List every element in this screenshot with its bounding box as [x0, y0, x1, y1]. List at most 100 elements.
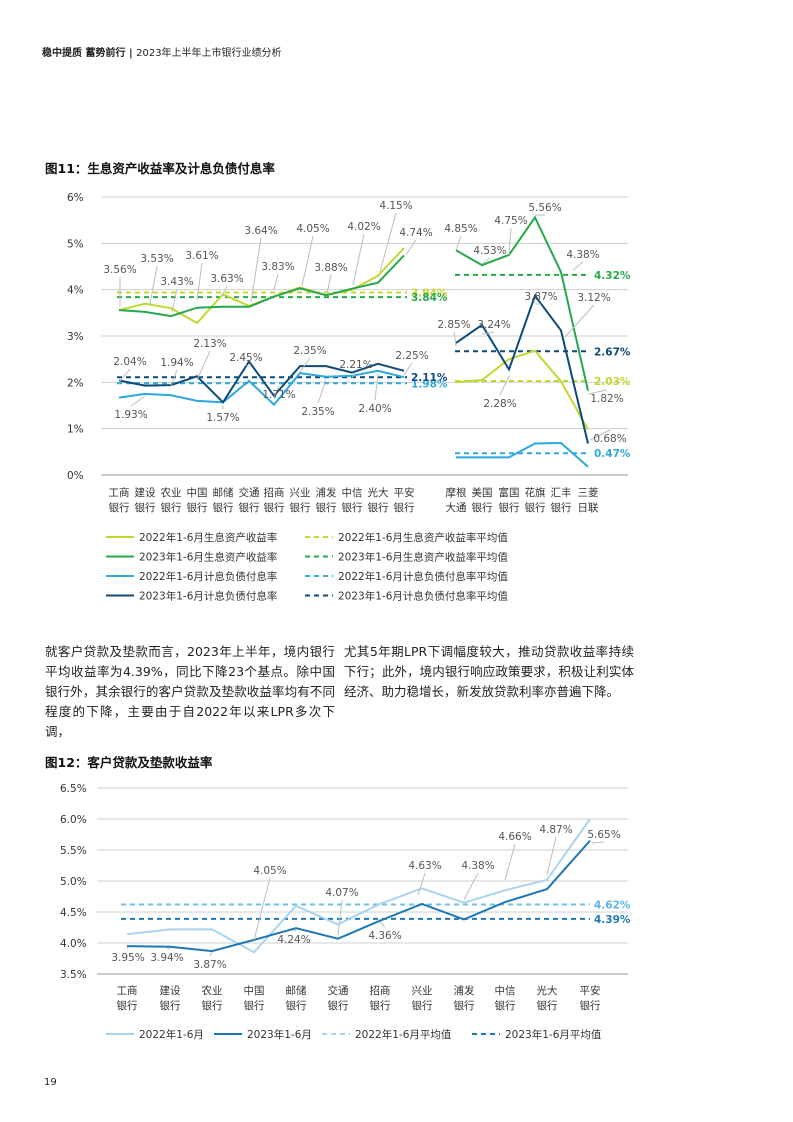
label-leader-line	[587, 389, 608, 395]
x-category-label: 银行	[244, 999, 265, 1012]
x-category-label: 银行	[161, 501, 182, 514]
x-category-label: 工商	[117, 984, 138, 997]
y-tick-label: 3.5%	[60, 969, 87, 981]
label-leader-line	[481, 331, 495, 335]
average-value-label: 3.84%	[411, 292, 448, 304]
data-label: 4.36%	[368, 930, 401, 942]
data-label: 2.21%	[339, 359, 372, 371]
legend-label: 2022年1-6月计息负债付息率	[139, 570, 277, 583]
data-label: 3.24%	[477, 319, 510, 331]
x-category-label: 农业	[161, 486, 182, 499]
fig11-title: 图11：生息资产收益率及计息负债付息率	[45, 161, 275, 176]
data-label: 2.25%	[395, 350, 428, 362]
label-leader-line	[455, 235, 462, 251]
label-leader-line	[245, 364, 250, 368]
legend-label: 2022年1-6月生息资产收益率平均值	[338, 531, 508, 544]
data-label: 4.38%	[461, 860, 494, 872]
data-label: 1.71%	[262, 389, 295, 401]
label-leader-line	[209, 951, 213, 957]
x-category-label: 邮储	[213, 486, 234, 499]
legend-label: 2022年1-6月计息负债付息率平均值	[338, 570, 508, 583]
label-leader-line	[508, 227, 512, 256]
x-category-label: 中国	[187, 486, 208, 499]
label-leader-line	[564, 304, 595, 338]
label-leader-line	[546, 836, 557, 876]
label-leader-line	[273, 273, 279, 291]
x-category-label: 摩根	[446, 486, 467, 499]
label-leader-line	[196, 262, 203, 301]
label-leader-line	[149, 265, 158, 305]
y-tick-label: 6.0%	[60, 814, 87, 826]
x-category-label: 日联	[578, 502, 599, 514]
series-2023-loan-yield-line	[126, 840, 591, 953]
label-leader-line	[589, 429, 611, 441]
x-category-label: 银行	[109, 501, 130, 514]
series-2023-liability-cost-line	[118, 359, 405, 404]
x-category-label: 银行	[187, 501, 208, 514]
data-label: 2.28%	[483, 398, 516, 410]
x-category-label: 银行	[316, 501, 337, 514]
x-category-label: 银行	[239, 501, 260, 514]
y-tick-label: 4.5%	[60, 907, 87, 919]
data-label: 3.83%	[261, 261, 294, 273]
label-leader-line	[379, 921, 386, 928]
label-leader-line	[253, 877, 271, 941]
x-category-label: 中信	[342, 486, 363, 499]
data-label: 3.43%	[160, 276, 193, 288]
label-leader-line	[572, 261, 584, 271]
data-label: 2.40%	[358, 403, 391, 415]
average-value-label: 4.39%	[594, 914, 631, 926]
y-tick-label: 5.5%	[60, 845, 87, 857]
average-value-label: 1.98%	[411, 378, 448, 390]
data-label: 4.85%	[444, 223, 477, 235]
data-label: 4.38%	[566, 249, 599, 261]
x-category-label: 邮储	[286, 984, 307, 997]
average-value-label: 2.03%	[594, 376, 631, 388]
x-category-label: 银行	[286, 999, 307, 1012]
data-label: 1.93%	[114, 409, 147, 421]
y-tick-label: 4%	[67, 285, 84, 297]
average-value-label: 0.47%	[594, 448, 631, 460]
label-leader-line	[170, 369, 178, 387]
data-label: 2.35%	[301, 406, 334, 418]
data-label: 5.65%	[587, 829, 620, 841]
data-label: 4.75%	[494, 215, 527, 227]
label-leader-line	[351, 371, 357, 379]
data-label: 4.53%	[473, 245, 506, 257]
data-label: 2.35%	[293, 345, 326, 357]
series-2022-loan-yield-line	[126, 818, 591, 954]
data-label: 4.24%	[277, 934, 310, 946]
x-category-label: 平安	[394, 486, 415, 499]
data-label: 3.56%	[103, 264, 136, 276]
data-label: 3.94%	[150, 952, 183, 964]
label-leader-line	[126, 946, 129, 950]
y-tick-label: 2%	[67, 377, 84, 389]
paragraph-right: 尤其5年期LPR下调幅度较大，推动贷款收益率持续下行；此外，境内银行响应政策要求…	[344, 644, 634, 699]
data-label: 1.82%	[590, 393, 623, 405]
x-category-label: 银行	[394, 501, 415, 514]
legend-label: 2022年1-6月	[139, 1028, 204, 1041]
label-leader-line	[481, 257, 491, 265]
x-category-label: 招商	[264, 486, 285, 499]
label-leader-line	[403, 362, 413, 376]
x-category-label: 银行	[551, 501, 572, 514]
x-category-label: 花旗	[525, 486, 546, 499]
label-leader-line	[130, 395, 146, 407]
y-tick-label: 6%	[67, 192, 84, 204]
data-label: 3.87%	[193, 959, 226, 971]
x-category-label: 银行	[495, 999, 516, 1012]
data-label: 1.94%	[160, 357, 193, 369]
x-category-label: 三菱	[578, 487, 599, 499]
label-leader-line	[504, 843, 516, 881]
data-label: 3.64%	[244, 225, 277, 237]
x-category-label: 兴业	[290, 487, 311, 499]
legend-label: 2023年1-6月平均值	[505, 1028, 602, 1041]
x-category-label: 平安	[580, 984, 601, 997]
data-label: 3.95%	[111, 952, 144, 964]
y-tick-label: 4.0%	[60, 938, 87, 950]
data-label: 4.02%	[347, 221, 380, 233]
x-category-label: 建设	[160, 984, 181, 997]
x-category-label: 建设	[135, 486, 156, 499]
average-value-label: 4.62%	[594, 900, 631, 912]
data-label: 4.15%	[379, 200, 412, 212]
